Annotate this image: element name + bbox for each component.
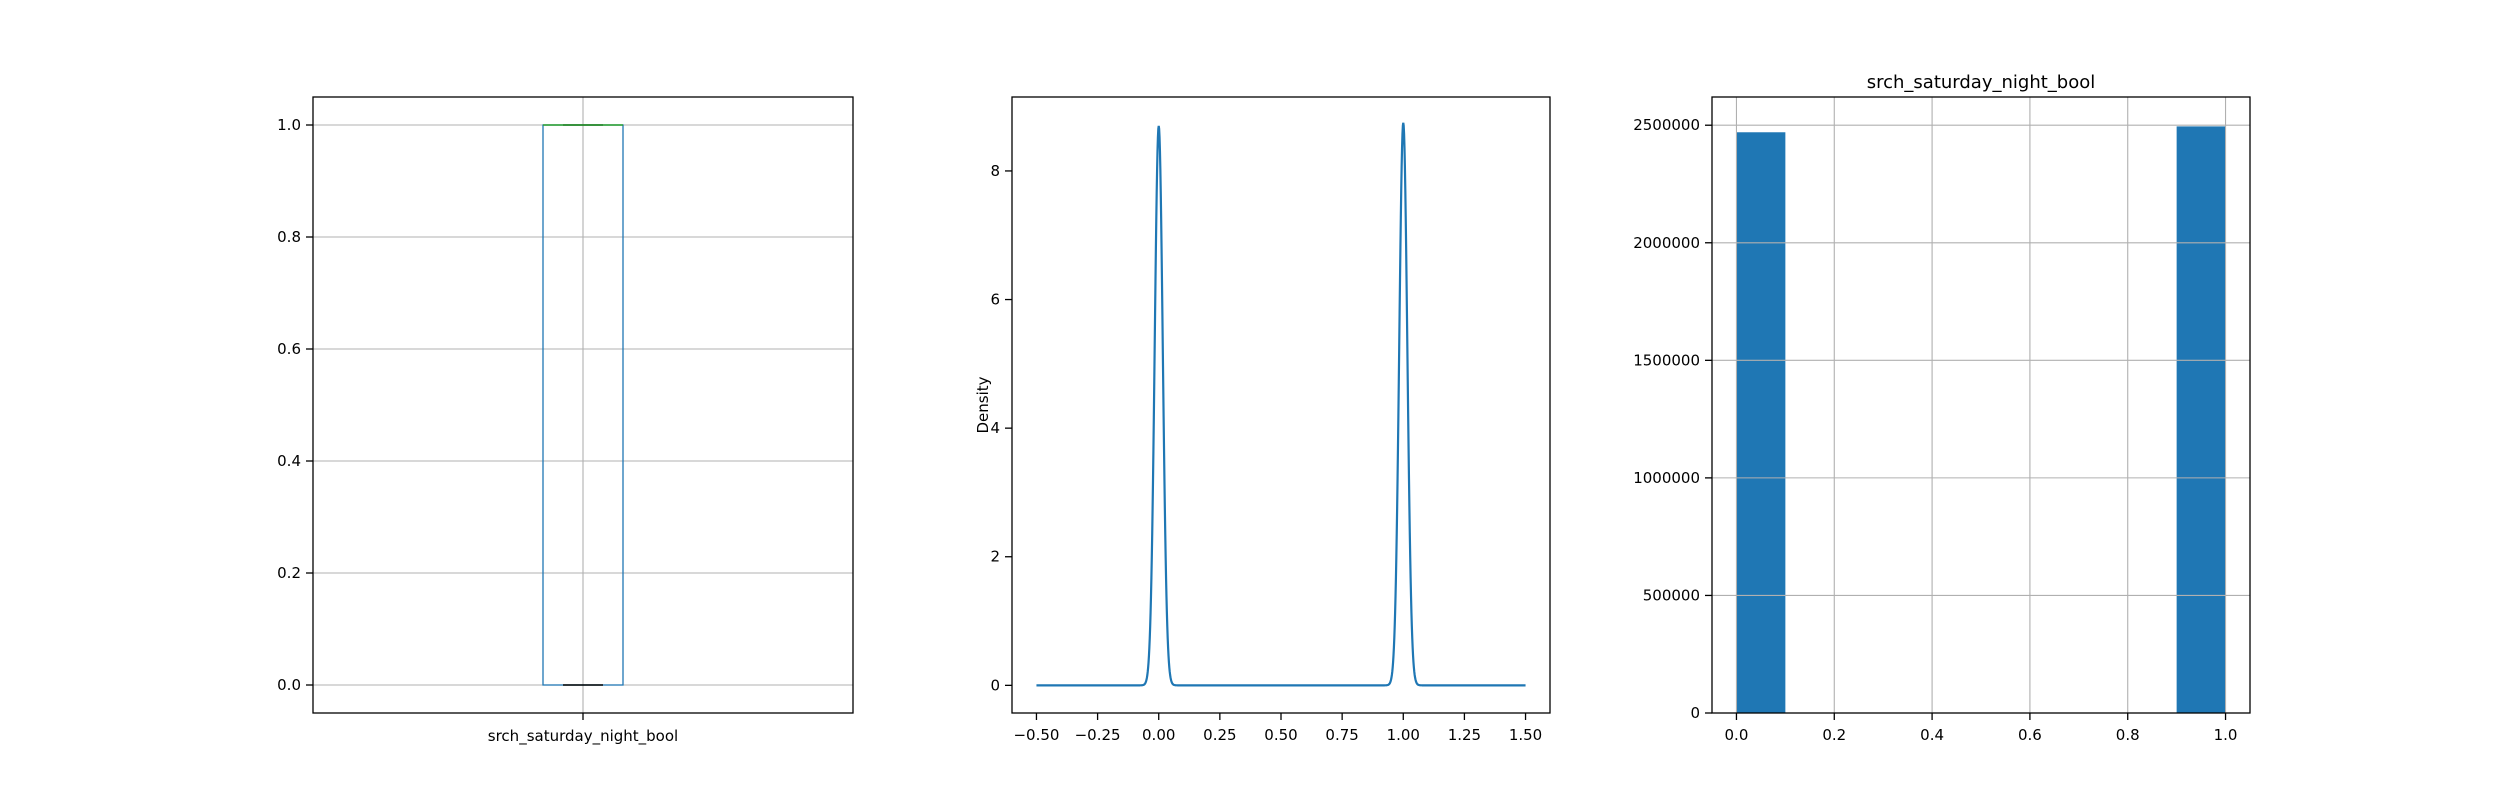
boxplot-y-tick-label: 0.8 [277,228,301,246]
density-series-line [1036,122,1526,687]
density-x-tick-label: 0.25 [1203,726,1236,744]
density-y-tick-label: 6 [990,291,1000,309]
histogram-ticks: 0.0 0.2 0.4 0.6 0.8 1.0 0 500000 1000000 1500000 2… [1633,116,2237,744]
histogram-bars [1736,126,2226,714]
histogram-y-tick-label: 2000000 [1633,234,1700,252]
histogram-y-tick-label: 1500000 [1633,351,1700,369]
density-x-tick-label: 1.50 [1509,726,1542,744]
boxplot-y-tick-label: 0.2 [277,564,301,582]
boxplot-y-tick-label: 0.0 [277,676,301,694]
histogram-y-tick-label: 500000 [1643,586,1700,604]
density-x-tick-label: 0.50 [1264,726,1297,744]
histogram-x-tick-label: 1.0 [2214,726,2238,744]
boxplot-y-tick-label: 1.0 [277,116,301,134]
density-y-tick-label: 0 [990,676,1000,694]
boxplot-box-group [542,124,624,686]
histogram-x-tick-label: 0.6 [2018,726,2042,744]
histogram-grid [1712,97,2250,714]
boxplot-panel: 0.0 0.2 0.4 0.6 0.8 1.0 srch_saturday_night_b… [277,96,854,746]
histogram-bar [1736,132,1786,713]
histogram-x-tick-label: 0.4 [1920,726,1944,744]
boxplot-category-label: srch_saturday_night_bool [488,727,678,746]
density-y-tick-label: 4 [990,419,1000,437]
boxplot-ticks: 0.0 0.2 0.4 0.6 0.8 1.0 [277,116,584,720]
density-x-tick-label: 0.00 [1142,726,1175,744]
histogram-x-tick-label: 0.0 [1725,726,1749,744]
histogram-frame [1711,96,2251,714]
density-x-tick-label: 0.75 [1325,726,1358,744]
density-x-tick-label: −0.50 [1013,726,1059,744]
histogram-y-tick-label: 0 [1690,704,1700,722]
histogram-y-tick-label: 1000000 [1633,469,1700,487]
density-x-tick-label: 1.25 [1448,726,1481,744]
boxplot-y-tick-label: 0.4 [277,452,301,470]
density-y-axis-label: Density [974,376,992,433]
histogram-y-tick-label: 2500000 [1633,116,1700,134]
histogram-x-tick-label: 0.8 [2116,726,2140,744]
histogram-x-tick-label: 0.2 [1822,726,1846,744]
density-x-tick-label: −0.25 [1075,726,1121,744]
histogram-title: srch_saturday_night_bool [1867,72,2096,93]
boxplot-y-tick-label: 0.6 [277,340,301,358]
histogram-bar [2176,126,2226,714]
density-y-tick-label: 8 [990,162,1000,180]
density-ticks: −0.50 −0.25 0.00 0.25 0.50 0.75 1.00 1.25 1.50 0 2… [990,162,1542,744]
histogram-panel: 0.0 0.2 0.4 0.6 0.8 1.0 0 500000 1000000 1500000 2… [1633,72,2251,744]
density-panel: −0.50 −0.25 0.00 0.25 0.50 0.75 1.00 1.25 1.50 0 2… [974,96,1551,744]
density-y-tick-label: 2 [990,548,1000,566]
density-x-tick-label: 1.00 [1387,726,1420,744]
